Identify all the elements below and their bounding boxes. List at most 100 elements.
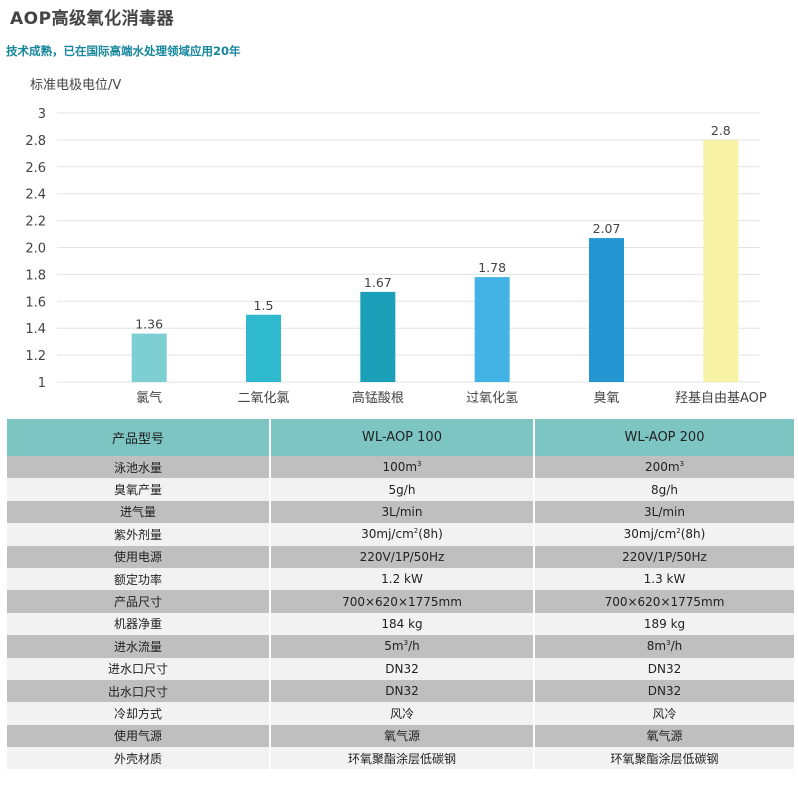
cell-wl-aop-200: 氧气源	[533, 724, 794, 748]
cell-value: DN32	[385, 661, 419, 676]
cell-value: 184 kg	[381, 616, 423, 631]
table-row: 紫外剂量 30mj/cm2(8h) 30mj/cm2(8h)	[7, 523, 794, 546]
cell-wl-aop-100: 氧气源	[269, 724, 534, 748]
y-tick-label: 2.8	[25, 134, 46, 149]
row-label-text: 使用气源	[113, 729, 162, 744]
cell-wl-aop-100: 5m3/h	[269, 635, 534, 658]
row-label: 外壳材质	[7, 747, 270, 770]
spec-table-header: 产品型号 WL-AOP 100 WL-AOP 200	[7, 419, 794, 456]
row-label: 使用电源	[7, 545, 270, 568]
x-axis-labels: 氯气 二氧化氯 高锰酸根 过氧化氢 臭氧 羟基自由基AOP	[136, 390, 767, 406]
row-label: 紫外剂量	[7, 523, 270, 546]
cell-wl-aop-100: 环氧聚酯涂层低碳钢	[269, 747, 534, 770]
row-label: 进气量	[7, 500, 270, 524]
bar-value-label: 1.36	[135, 317, 163, 332]
bar-value-label: 2.07	[593, 221, 621, 236]
cell-value-tail: (8h)	[418, 527, 443, 542]
cell-superscript: 2	[413, 527, 419, 536]
spec-table-body: 泳池水量 100m3 200m3 臭氧产量 5g/h 8g/h 进气量 3L/min 3L/mi…	[7, 456, 794, 770]
cell-value: 3L/min	[381, 504, 423, 519]
cell-wl-aop-100: 1.2 kW	[269, 567, 534, 591]
cell-value: 700×620×1775mm	[342, 594, 462, 609]
y-tick-label: 1	[38, 376, 46, 391]
cell-wl-aop-200: 700×620×1775mm	[533, 590, 794, 613]
table-row: 额定功率 1.2 kW 1.3 kW	[7, 567, 794, 591]
y-tick-label: 1.2	[25, 349, 46, 364]
cell-value: 5g/h	[388, 482, 416, 497]
row-label-text: 紫外剂量	[113, 527, 162, 542]
table-row: 臭氧产量 5g/h 8g/h	[7, 478, 794, 501]
cell-value: 氧气源	[646, 729, 683, 744]
cell-wl-aop-200: 8g/h	[533, 478, 794, 501]
cell-superscript: 2	[676, 527, 681, 536]
bar-value-labels: 1.36 1.5 1.67 1.78 2.07 2.8	[135, 123, 731, 332]
header-wl-aop-200: WL-AOP 200	[533, 419, 794, 456]
cell-wl-aop-200: DN32	[533, 679, 794, 703]
bar-value-label: 2.8	[711, 123, 731, 138]
cell-value: 220V/1P/50Hz	[622, 549, 707, 564]
cell-wl-aop-200: 1.3 kW	[533, 567, 794, 591]
cell-superscript: 3	[403, 639, 409, 648]
cell-wl-aop-200: 30mj/cm2(8h)	[533, 523, 794, 546]
row-label-text: 外壳材质	[113, 751, 162, 766]
table-row: 泳池水量 100m3 200m3	[7, 456, 794, 479]
cell-wl-aop-200: 189 kg	[533, 612, 794, 636]
cell-value: 风冷	[389, 706, 414, 721]
cell-wl-aop-100: 5g/h	[269, 478, 534, 501]
cell-superscript: 3	[417, 460, 422, 469]
cell-value: 700×620×1775mm	[604, 594, 725, 609]
row-label: 泳池水量	[7, 456, 270, 479]
x-tick-label: 羟基自由基AOP	[675, 391, 767, 406]
bar-value-label: 1.78	[478, 260, 506, 275]
row-label: 冷却方式	[7, 702, 270, 725]
page-title: AOP高级氧化消毒器	[10, 9, 175, 29]
cell-value: 8m	[646, 639, 667, 654]
row-label-text: 进水流量	[113, 639, 162, 654]
cell-wl-aop-100: 700×620×1775mm	[269, 590, 534, 613]
cell-wl-aop-200: 风冷	[533, 702, 794, 725]
table-row: 进水流量 5m3/h 8m 3/h	[7, 635, 794, 658]
row-label-text: 进水口尺寸	[107, 662, 168, 677]
cell-value: 30mj/cm	[623, 527, 677, 542]
cell-wl-aop-100: 风冷	[269, 702, 534, 725]
table-row: 使用气源 氧气源 氧气源	[7, 724, 794, 748]
row-label: 使用气源	[7, 724, 270, 748]
cell-value: 30mj/cm	[361, 527, 414, 542]
cell-value: 1.2 kW	[381, 572, 423, 587]
y-tick-label: 3	[38, 107, 46, 122]
row-label: 臭氧产量	[7, 478, 270, 501]
cell-wl-aop-100: DN32	[269, 657, 534, 680]
row-label: 进水流量	[7, 635, 270, 658]
y-tick-label: 2.4	[25, 188, 46, 203]
bar-2	[246, 314, 281, 382]
cell-value: DN32	[647, 661, 682, 676]
row-label: 额定功率	[7, 567, 270, 591]
header-wl-aop-100: WL-AOP 100	[269, 419, 534, 456]
table-row: 产品尺寸 700×620×1775mm 700×620×1775mm	[7, 590, 794, 613]
bar-6	[703, 139, 739, 382]
row-label-text: 产品尺寸	[113, 595, 162, 610]
header-model-label: 产品型号	[7, 419, 270, 456]
x-tick-label: 氯气	[136, 390, 162, 406]
x-tick-label: 高锰酸根	[352, 390, 404, 406]
bar-value-label: 1.67	[364, 275, 392, 290]
cell-wl-aop-200: 环氧聚酯涂层低碳钢	[533, 747, 794, 770]
row-label-text: 使用电源	[113, 550, 162, 565]
cell-value: DN32	[647, 684, 682, 699]
row-label: 进水口尺寸	[7, 657, 270, 680]
bar-4	[474, 277, 510, 382]
cell-value: 189 kg	[643, 616, 686, 631]
cell-value: 1.3 kW	[643, 572, 686, 587]
cell-value: 100m	[382, 460, 418, 475]
cell-value-tail: (8h)	[680, 527, 706, 542]
page-subtitle: 技术成熟，已在国际高端水处理领域应用20年	[6, 44, 241, 58]
potential-bar-chart: 标准电极电位/V 1 1.2 1.4 1.6 1.8 2.0 2.2 2.4 2.6 2.8 3 1…	[25, 78, 767, 406]
cell-value-tail: /h	[670, 639, 683, 654]
cell-wl-aop-100: 220V/1P/50Hz	[269, 545, 534, 568]
cell-value: DN32	[385, 684, 419, 699]
x-tick-label: 臭氧	[593, 391, 619, 406]
cell-value: 5m	[384, 639, 404, 654]
y-tick-label: 1.8	[25, 268, 46, 283]
cell-superscript: 3	[679, 460, 685, 469]
row-label-text: 进气量	[119, 505, 156, 520]
